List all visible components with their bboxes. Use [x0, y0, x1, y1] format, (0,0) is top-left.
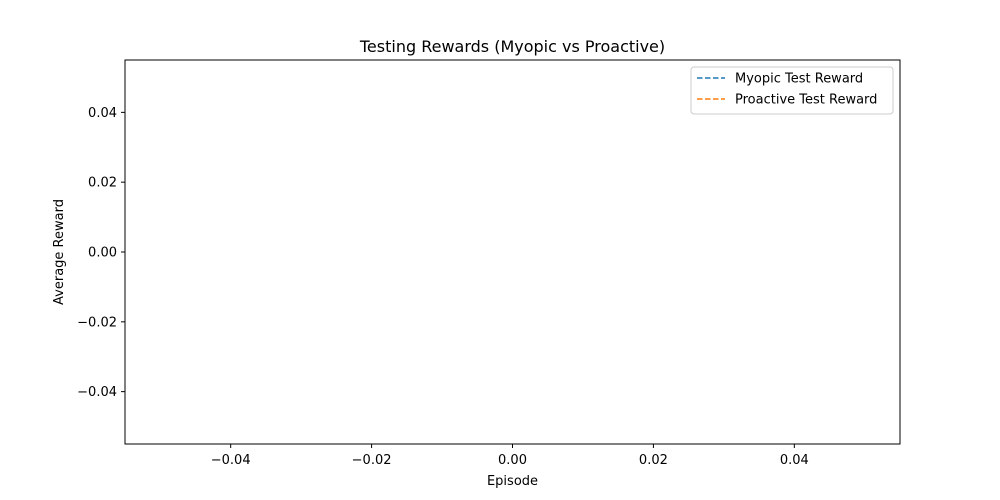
plot-area — [124, 59, 901, 445]
y-tick-label: −0.04 — [77, 385, 117, 400]
legend: Myopic Test Reward Proactive Test Reward — [690, 66, 894, 115]
y-axis-label: Average Reward — [52, 199, 67, 305]
x-tick-label: 0.00 — [498, 453, 527, 468]
chart-title: Testing Rewards (Myopic vs Proactive) — [359, 37, 665, 56]
legend-label: Proactive Test Reward — [735, 93, 877, 108]
x-tick-label: 0.04 — [780, 453, 809, 468]
y-tick-label: 0.04 — [88, 106, 117, 121]
y-tick-label: 0.00 — [88, 246, 117, 261]
x-axis-label: Episode — [487, 474, 538, 489]
legend-entries: Myopic Test Reward Proactive Test Reward — [697, 72, 877, 108]
x-axis-ticks: −0.04 −0.02 0.00 0.02 0.04 — [211, 444, 809, 468]
x-tick-label: −0.02 — [352, 453, 392, 468]
y-tick-label: 0.02 — [88, 176, 117, 191]
legend-frame — [690, 66, 894, 115]
x-tick-label: 0.02 — [639, 453, 668, 468]
x-tick-label: −0.04 — [211, 453, 251, 468]
y-tick-label: −0.02 — [77, 315, 117, 330]
y-axis-ticks: 0.04 0.02 0.00 −0.02 −0.04 — [77, 106, 125, 400]
legend-label: Myopic Test Reward — [735, 72, 863, 87]
